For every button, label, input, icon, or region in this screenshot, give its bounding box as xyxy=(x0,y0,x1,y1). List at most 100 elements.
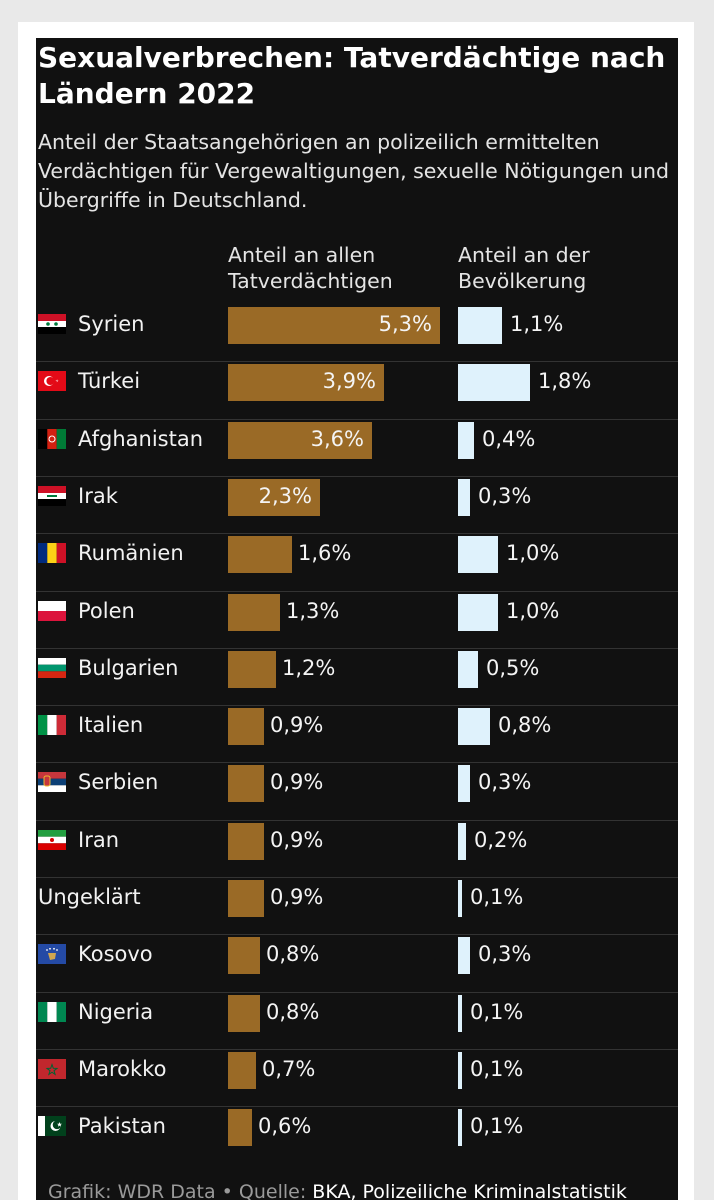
value-label-population: 0,8% xyxy=(498,713,552,738)
country-label: Rumänien xyxy=(78,541,184,566)
value-label-suspects: 0,9% xyxy=(270,713,324,738)
country-label: Polen xyxy=(78,598,135,623)
value-label-suspects: 2,3% xyxy=(258,483,312,508)
chart-footer: Grafik: WDR Data • Quelle: BKA, Polizeil… xyxy=(48,1180,627,1200)
footer-prefix: Grafik: WDR Data • Quelle: xyxy=(48,1181,313,1200)
country-label: Kosovo xyxy=(78,942,153,967)
value-label-population: 0,1% xyxy=(470,1114,524,1139)
value-label-suspects: 1,6% xyxy=(298,541,352,566)
row-divider xyxy=(36,934,678,936)
value-label-population: 0,4% xyxy=(482,426,536,451)
row-divider xyxy=(36,762,678,764)
table-row: Irak 2,3% 0,3% xyxy=(36,475,678,533)
serbia-flag-icon xyxy=(38,772,66,793)
column-header-population: Anteil an der Bevölkerung xyxy=(458,242,590,294)
bar-suspects xyxy=(228,937,260,975)
value-label-population: 0,3% xyxy=(478,770,532,795)
value-label-population: 1,0% xyxy=(506,598,560,623)
bar-suspects xyxy=(228,880,264,917)
table-row: Syrien 5,3% 1,1% xyxy=(36,304,678,361)
value-label-population: 0,3% xyxy=(478,942,532,967)
row-divider xyxy=(36,647,678,649)
country-label: Türkei xyxy=(78,369,141,394)
row-divider xyxy=(36,1106,678,1108)
value-label-suspects: 3,6% xyxy=(310,426,364,451)
bar-population xyxy=(458,937,470,975)
value-label-suspects: 5,3% xyxy=(378,312,432,336)
bar-population xyxy=(458,478,470,516)
bar-suspects xyxy=(228,536,292,574)
morocco-flag-icon xyxy=(38,1058,66,1079)
table-row: Ungeklärt 0,9% 0,1% xyxy=(36,877,678,934)
nigeria-flag-icon xyxy=(38,1001,66,1022)
country-label: Ungeklärt xyxy=(38,885,141,909)
bar-suspects xyxy=(228,650,276,688)
value-label-suspects: 0,9% xyxy=(270,770,324,795)
value-label-suspects: 0,7% xyxy=(262,1056,316,1081)
italy-flag-icon xyxy=(38,715,66,736)
row-divider xyxy=(36,475,678,477)
bar-population xyxy=(458,307,502,344)
row-divider xyxy=(36,418,678,420)
bar-population xyxy=(458,708,490,746)
bar-suspects xyxy=(228,478,320,516)
kosovo-flag-icon xyxy=(38,944,66,965)
country-label: Italien xyxy=(78,713,144,738)
bar-suspects xyxy=(228,364,384,402)
table-row: Bulgarien 1,2% 0,5% xyxy=(36,647,678,705)
bar-population xyxy=(458,822,466,860)
value-label-suspects: 0,9% xyxy=(270,885,324,909)
value-label-suspects: 0,8% xyxy=(266,942,320,967)
row-divider xyxy=(36,590,678,592)
value-label-population: 1,1% xyxy=(510,312,564,336)
bar-population xyxy=(458,650,478,688)
value-label-suspects: 1,2% xyxy=(282,655,336,680)
column-header-population-line1: Anteil an der xyxy=(458,243,590,267)
chart-title: Sexualverbrechen: Tatverdächtige nach Lä… xyxy=(38,41,666,110)
column-header-population-line2: Bevölkerung xyxy=(458,269,587,293)
romania-flag-icon xyxy=(38,543,66,564)
bar-population xyxy=(458,593,498,631)
value-label-population: 0,1% xyxy=(470,885,524,909)
row-divider xyxy=(36,819,678,821)
bar-population xyxy=(458,994,462,1032)
table-row: Kosovo 0,8% 0,3% xyxy=(36,934,678,991)
table-row: Pakistan 0,6% 0,1% xyxy=(36,1106,678,1163)
bar-suspects xyxy=(228,1051,256,1089)
footer-source-link[interactable]: BKA, Polizeiliche Kriminalstatistik xyxy=(312,1181,627,1200)
bar-population xyxy=(458,1109,462,1147)
country-label: Nigeria xyxy=(78,999,154,1024)
bar-population xyxy=(458,765,470,803)
value-label-suspects: 0,6% xyxy=(258,1114,312,1139)
row-divider xyxy=(36,1048,678,1050)
pakistan-flag-icon xyxy=(38,1116,66,1137)
value-label-population: 1,8% xyxy=(538,369,592,394)
country-label: Marokko xyxy=(78,1056,167,1081)
bar-suspects xyxy=(228,765,264,803)
iraq-flag-icon xyxy=(38,485,66,506)
table-row: Afghanistan 3,6% 0,4% xyxy=(36,418,678,476)
bulgaria-flag-icon xyxy=(38,657,66,678)
country-label: Irak xyxy=(78,483,118,508)
value-label-population: 1,0% xyxy=(506,541,560,566)
country-label: Serbien xyxy=(78,770,159,795)
row-divider xyxy=(36,991,678,993)
row-divider xyxy=(36,361,678,363)
bar-population xyxy=(458,421,474,459)
bar-population xyxy=(458,1051,462,1089)
table-row: Türkei 3,9% 1,8% xyxy=(36,361,678,418)
bar-population xyxy=(458,880,462,917)
table-row: Serbien 0,9% 0,3% xyxy=(36,762,678,819)
row-divider xyxy=(36,705,678,707)
bar-suspects xyxy=(228,822,264,860)
bar-suspects xyxy=(228,421,372,459)
afghanistan-flag-icon xyxy=(38,428,66,449)
bar-suspects xyxy=(228,307,440,344)
table-row: Rumänien 1,6% 1,0% xyxy=(36,533,678,590)
bar-population xyxy=(458,536,498,574)
value-label-population: 0,2% xyxy=(474,827,528,852)
syria-flag-icon xyxy=(38,314,66,334)
country-label: Bulgarien xyxy=(78,655,179,680)
chart-subtitle: Anteil der Staatsangehörigen an polizeil… xyxy=(38,130,670,212)
country-label: Afghanistan xyxy=(78,426,204,451)
